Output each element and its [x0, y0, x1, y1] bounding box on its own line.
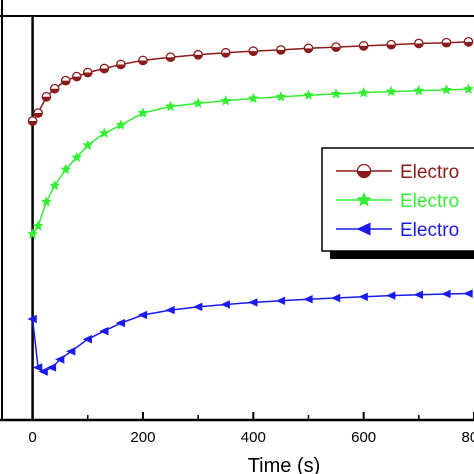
- legend-label: Electro: [400, 191, 459, 212]
- data-point: [303, 89, 314, 100]
- data-point: [60, 163, 72, 175]
- data-point: [463, 289, 473, 298]
- data-point: [276, 45, 286, 55]
- series-line: [31, 292, 469, 373]
- legend-label: Electro: [400, 220, 459, 241]
- data-point: [441, 289, 451, 299]
- data-point: [27, 314, 37, 324]
- x-tick-label: 0: [28, 429, 36, 446]
- data-point: [137, 107, 149, 118]
- series-3: [27, 289, 473, 376]
- data-point: [248, 46, 259, 56]
- data-point: [46, 363, 57, 372]
- data-point: [137, 310, 148, 320]
- data-point: [192, 97, 204, 108]
- data-point: [138, 55, 148, 66]
- data-point: [220, 95, 232, 106]
- data-point: [98, 127, 110, 138]
- series-layer: [27, 37, 474, 376]
- data-point: [41, 91, 52, 102]
- series-2: [27, 83, 474, 239]
- data-point: [27, 228, 39, 239]
- data-point: [220, 47, 231, 58]
- data-point: [115, 318, 126, 328]
- x-tick-label: 600: [351, 429, 376, 446]
- data-point: [356, 192, 372, 207]
- data-point: [275, 91, 287, 102]
- x-tick-label: 200: [130, 429, 155, 446]
- data-point: [413, 290, 424, 299]
- series-1: [27, 37, 474, 126]
- data-point: [463, 83, 474, 94]
- data-point: [440, 84, 452, 95]
- data-point: [358, 41, 369, 51]
- data-point: [247, 92, 259, 104]
- data-point: [165, 100, 176, 112]
- data-point: [413, 85, 425, 96]
- data-point: [330, 293, 341, 303]
- data-point: [165, 52, 176, 63]
- data-point: [386, 291, 396, 300]
- data-point: [330, 88, 342, 99]
- data-point: [331, 42, 341, 52]
- legend-label: Electro: [400, 162, 459, 183]
- data-point: [386, 39, 397, 50]
- data-point: [441, 37, 452, 48]
- data-point: [165, 305, 175, 315]
- data-point: [82, 67, 93, 78]
- data-point: [66, 347, 76, 356]
- data-point: [385, 85, 397, 97]
- data-point: [275, 296, 286, 306]
- data-point: [82, 139, 94, 150]
- data-point: [303, 295, 313, 304]
- x-axis-title: Time (s): [248, 455, 321, 474]
- data-point: [358, 87, 370, 98]
- x-axis-ticks: 0 200 400 600 800: [28, 412, 474, 446]
- legend-entry: Electro: [336, 191, 459, 212]
- data-point: [248, 298, 258, 307]
- data-point: [82, 335, 92, 344]
- series-line: [31, 88, 469, 235]
- data-point: [358, 292, 368, 301]
- data-point: [220, 300, 230, 309]
- data-point: [32, 220, 44, 231]
- data-point: [40, 196, 52, 207]
- legend-entry: Electro: [336, 162, 459, 183]
- data-point: [60, 75, 71, 86]
- data-point: [49, 179, 61, 191]
- series-line: [31, 41, 469, 122]
- data-point: [49, 83, 60, 94]
- plot-frame: [0, 0, 474, 422]
- data-point: [99, 63, 110, 74]
- data-point: [303, 43, 314, 54]
- data-point: [32, 363, 43, 372]
- x-tick-label: 400: [241, 429, 266, 446]
- legend: Electro Electro Electro: [321, 147, 474, 259]
- data-point: [99, 326, 109, 336]
- data-point: [356, 163, 372, 179]
- data-point: [193, 49, 203, 60]
- x-tick-label: 800: [461, 429, 474, 446]
- data-point: [115, 119, 127, 130]
- data-point: [71, 71, 82, 82]
- data-point: [356, 222, 371, 236]
- data-point: [192, 302, 203, 312]
- legend-entry: Electro: [336, 220, 459, 241]
- data-point: [413, 38, 424, 49]
- data-point: [71, 151, 83, 163]
- data-point: [27, 116, 38, 126]
- data-point: [116, 59, 126, 70]
- data-point: [38, 367, 48, 376]
- data-point: [463, 37, 474, 47]
- data-point: [33, 108, 43, 118]
- data-point: [54, 355, 65, 364]
